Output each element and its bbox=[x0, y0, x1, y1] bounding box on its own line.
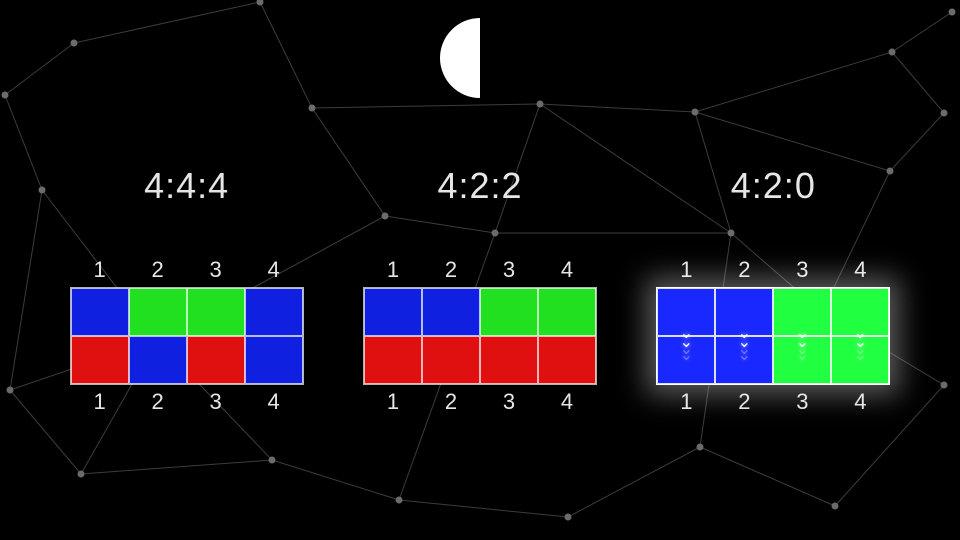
panel-title: 4:2:0 bbox=[731, 165, 816, 207]
panel-422: 4:2:212341234 bbox=[363, 165, 597, 415]
chevron-down-icon: ⌄⌄⌄⌄ bbox=[680, 330, 693, 361]
col-label: 4 bbox=[831, 257, 889, 283]
panel-444: 4:4:412341234 bbox=[70, 165, 304, 415]
col-label: 3 bbox=[187, 389, 245, 415]
grid-cell bbox=[538, 288, 596, 336]
grid-cell bbox=[187, 288, 245, 336]
top-labels: 1234 bbox=[364, 257, 596, 283]
bottom-labels: 1234 bbox=[71, 389, 303, 415]
col-label: 3 bbox=[480, 389, 538, 415]
chevron-down-icon: ⌄⌄⌄⌄ bbox=[796, 330, 809, 361]
col-label: 3 bbox=[773, 389, 831, 415]
color-grid bbox=[70, 287, 304, 385]
col-label: 2 bbox=[422, 389, 480, 415]
col-label: 4 bbox=[245, 389, 303, 415]
col-label: 2 bbox=[129, 389, 187, 415]
grid-cell bbox=[480, 336, 538, 384]
grid-cell bbox=[422, 288, 480, 336]
bottom-labels: 1234 bbox=[657, 389, 889, 415]
panel-420: 4:2:01234⌄⌄⌄⌄⌄⌄⌄⌄⌄⌄⌄⌄⌄⌄⌄⌄1234 bbox=[656, 165, 890, 415]
grid-cell bbox=[129, 336, 187, 384]
col-label: 3 bbox=[187, 257, 245, 283]
col-label: 4 bbox=[245, 257, 303, 283]
grid-cell bbox=[480, 288, 538, 336]
grid-cell bbox=[71, 336, 129, 384]
col-label: 2 bbox=[715, 389, 773, 415]
top-labels: 1234 bbox=[657, 257, 889, 283]
grid-cell bbox=[187, 336, 245, 384]
col-label: 1 bbox=[364, 257, 422, 283]
grid-cell bbox=[538, 336, 596, 384]
col-label: 1 bbox=[71, 257, 129, 283]
grid-cell bbox=[129, 288, 187, 336]
grid-cell bbox=[71, 288, 129, 336]
col-label: 4 bbox=[538, 389, 596, 415]
grid-cell bbox=[364, 336, 422, 384]
grid-cell: ⌄⌄⌄⌄ bbox=[715, 336, 773, 384]
col-label: 1 bbox=[657, 389, 715, 415]
grid-cell bbox=[245, 288, 303, 336]
moon-icon bbox=[440, 18, 520, 103]
grid-cell: ⌄⌄⌄⌄ bbox=[657, 336, 715, 384]
color-grid: ⌄⌄⌄⌄⌄⌄⌄⌄⌄⌄⌄⌄⌄⌄⌄⌄ bbox=[656, 287, 890, 385]
bottom-labels: 1234 bbox=[364, 389, 596, 415]
chevron-down-icon: ⌄⌄⌄⌄ bbox=[738, 330, 751, 361]
color-grid bbox=[363, 287, 597, 385]
col-label: 3 bbox=[480, 257, 538, 283]
grid-cell: ⌄⌄⌄⌄ bbox=[773, 336, 831, 384]
col-label: 2 bbox=[715, 257, 773, 283]
top-labels: 1234 bbox=[71, 257, 303, 283]
col-label: 1 bbox=[364, 389, 422, 415]
col-label: 2 bbox=[129, 257, 187, 283]
col-label: 1 bbox=[657, 257, 715, 283]
panel-title: 4:4:4 bbox=[144, 165, 229, 207]
col-label: 1 bbox=[71, 389, 129, 415]
grid-cell bbox=[245, 336, 303, 384]
grid-cell bbox=[364, 288, 422, 336]
col-label: 2 bbox=[422, 257, 480, 283]
col-label: 4 bbox=[831, 389, 889, 415]
panel-title: 4:2:2 bbox=[437, 165, 522, 207]
col-label: 4 bbox=[538, 257, 596, 283]
col-label: 3 bbox=[773, 257, 831, 283]
grid-cell: ⌄⌄⌄⌄ bbox=[831, 336, 889, 384]
chevron-down-icon: ⌄⌄⌄⌄ bbox=[854, 330, 867, 361]
grid-cell bbox=[422, 336, 480, 384]
subsampling-panels: 4:4:4123412344:2:2123412344:2:01234⌄⌄⌄⌄⌄… bbox=[0, 165, 960, 415]
